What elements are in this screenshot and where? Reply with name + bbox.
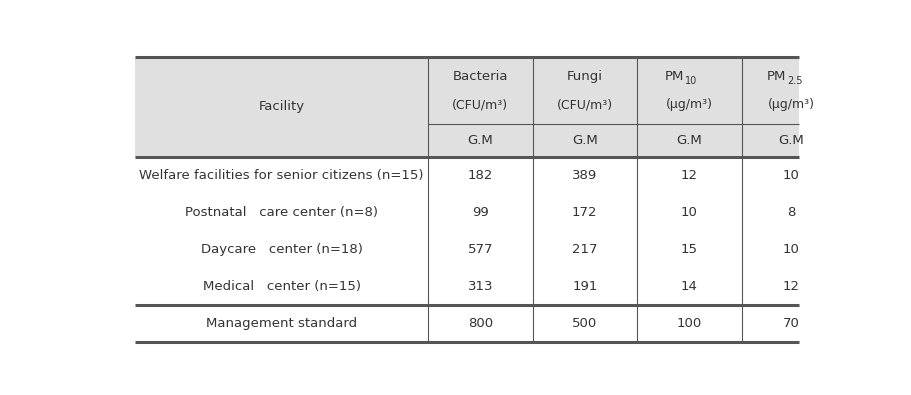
Text: 10: 10 [783, 169, 800, 182]
Text: 12: 12 [681, 169, 698, 182]
Text: G.M: G.M [778, 134, 804, 147]
Text: Postnatal   care center (n=8): Postnatal care center (n=8) [185, 207, 378, 220]
Text: Daycare   center (n=18): Daycare center (n=18) [200, 243, 363, 256]
Text: 15: 15 [681, 243, 698, 256]
Text: 10: 10 [681, 207, 698, 220]
Text: 800: 800 [467, 318, 493, 331]
Text: G.M: G.M [572, 134, 598, 147]
Text: PM: PM [664, 70, 683, 83]
Text: (CFU/m³): (CFU/m³) [557, 98, 613, 111]
Text: 14: 14 [681, 280, 698, 293]
Text: 100: 100 [677, 318, 701, 331]
Text: Bacteria: Bacteria [453, 70, 508, 83]
Text: 8: 8 [787, 207, 795, 220]
Text: PM: PM [766, 70, 785, 83]
Text: 10: 10 [783, 243, 800, 256]
Text: 172: 172 [572, 207, 598, 220]
Text: Medical   center (n=15): Medical center (n=15) [202, 280, 361, 293]
Text: 12: 12 [783, 280, 800, 293]
Text: 99: 99 [472, 207, 488, 220]
Text: (μg/m³): (μg/m³) [666, 98, 712, 111]
Text: 217: 217 [572, 243, 598, 256]
Text: G.M: G.M [676, 134, 702, 147]
Text: G.M: G.M [467, 134, 493, 147]
Text: Facility: Facility [259, 100, 304, 113]
Text: 389: 389 [572, 169, 598, 182]
Bar [135, 56, 799, 158]
Text: 2.5: 2.5 [787, 76, 803, 86]
Text: 500: 500 [572, 318, 598, 331]
Text: Welfare facilities for senior citizens (n=15): Welfare facilities for senior citizens (… [139, 169, 424, 182]
Text: 10: 10 [685, 76, 697, 86]
Text: Management standard: Management standard [206, 318, 357, 331]
Text: 577: 577 [467, 243, 493, 256]
Text: 182: 182 [467, 169, 493, 182]
Text: 70: 70 [783, 318, 800, 331]
Text: 313: 313 [467, 280, 493, 293]
Text: 191: 191 [572, 280, 598, 293]
Text: (CFU/m³): (CFU/m³) [452, 98, 508, 111]
Text: Fungi: Fungi [567, 70, 603, 83]
Text: (μg/m³): (μg/m³) [768, 98, 814, 111]
